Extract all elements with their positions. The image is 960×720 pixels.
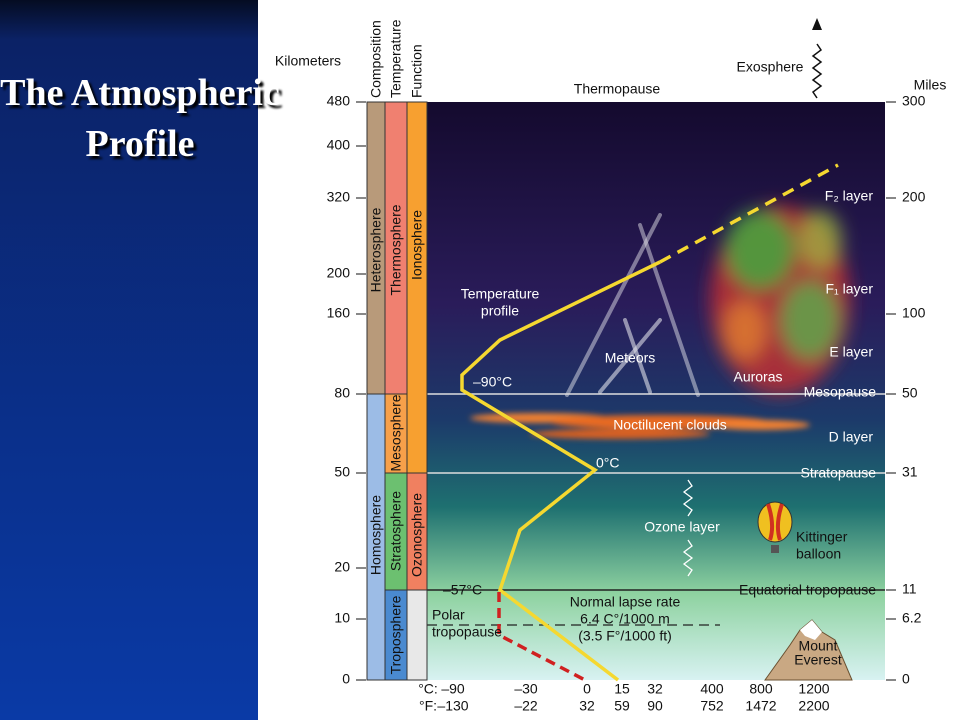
mile-tick-label: 31 bbox=[902, 464, 918, 480]
label: Meteors bbox=[605, 350, 656, 366]
label: tropopause bbox=[432, 624, 502, 640]
layer-label: Troposphere bbox=[388, 595, 404, 674]
layer-label: Ozonosphere bbox=[409, 493, 425, 577]
fahrenheit-tick-label: 32 bbox=[579, 698, 595, 714]
celsius-tick-label: 32 bbox=[647, 681, 663, 697]
label: Mount bbox=[799, 638, 838, 654]
label: Stratopause bbox=[801, 465, 877, 481]
mile-tick-label: 50 bbox=[902, 385, 918, 401]
km-tick-label: 50 bbox=[334, 464, 350, 480]
celsius-tick-label: –30 bbox=[514, 681, 538, 697]
ionosphere-band bbox=[406, 101, 428, 474]
mile-tick-label: 300 bbox=[902, 93, 926, 109]
arrow-head bbox=[812, 18, 822, 30]
label: D layer bbox=[829, 429, 874, 445]
mountain-snow bbox=[800, 620, 822, 640]
layer-label: Ionosphere bbox=[409, 210, 425, 280]
label: F₁ layer bbox=[825, 281, 873, 297]
layer-label: Heterosphere bbox=[368, 207, 384, 292]
label: Noctilucent clouds bbox=[613, 417, 727, 433]
celsius-tick-label: 1200 bbox=[798, 681, 829, 697]
aurora bbox=[710, 205, 850, 395]
label: Everest bbox=[794, 652, 842, 668]
label: Equatorial tropopause bbox=[739, 582, 876, 598]
mile-tick-label: 11 bbox=[902, 581, 917, 597]
label: (3.5 F°/1000 ft) bbox=[578, 628, 672, 644]
fahrenheit-tick-label: 59 bbox=[614, 698, 630, 714]
function-header: Function bbox=[409, 44, 425, 98]
km-tick-label: 160 bbox=[327, 305, 351, 321]
meteors bbox=[565, 213, 700, 397]
mile-tick-label: 6.2 bbox=[902, 610, 922, 626]
label: 6.4 C°/1000 m bbox=[580, 611, 670, 627]
fahrenheit-tick-label: 1472 bbox=[745, 698, 776, 714]
celsius-tick-label: –90 bbox=[441, 681, 465, 697]
slide-title: The Atmospheric Profile bbox=[0, 72, 280, 165]
label: F₂ layer bbox=[825, 188, 874, 204]
fahrenheit-tick-label: –130 bbox=[437, 698, 468, 714]
km-tick-label: 10 bbox=[334, 610, 350, 626]
mile-tick-label: 200 bbox=[902, 189, 926, 205]
fahrenheit-tick-label: 752 bbox=[700, 698, 724, 714]
celsius-tick-label: 15 bbox=[614, 681, 630, 697]
celsius-tick-label: °C: bbox=[418, 681, 438, 697]
label: Auroras bbox=[733, 369, 782, 385]
mile-tick-label: 0 bbox=[902, 671, 910, 687]
layer-label: Mesosphere bbox=[388, 394, 404, 471]
composition-header: Composition bbox=[368, 20, 384, 98]
mile-tick-label: 100 bbox=[902, 305, 926, 321]
km-tick-label: 320 bbox=[327, 189, 351, 205]
temperature-header: Temperature bbox=[388, 19, 404, 98]
label: –90°C bbox=[473, 374, 512, 390]
label: Thermopause bbox=[574, 81, 661, 97]
label: Normal lapse rate bbox=[570, 594, 681, 610]
side-panel: The Atmospheric Profile bbox=[0, 0, 280, 720]
label: balloon bbox=[796, 546, 841, 562]
exosphere-arrow bbox=[811, 43, 823, 99]
kilometers-header: Kilometers bbox=[275, 53, 341, 69]
layer-label: Stratosphere bbox=[388, 491, 404, 571]
balloon bbox=[757, 501, 793, 553]
layer-label: Homosphere bbox=[368, 495, 384, 575]
function-blank bbox=[406, 589, 428, 681]
label: profile bbox=[481, 303, 519, 319]
km-tick-label: 480 bbox=[327, 93, 351, 109]
fahrenheit-tick-label: 2200 bbox=[798, 698, 829, 714]
label: Ozone layer bbox=[644, 519, 720, 535]
label: –57°C bbox=[443, 582, 482, 598]
km-tick-label: 80 bbox=[334, 385, 350, 401]
ozone-arrow bbox=[682, 479, 694, 577]
label: Polar bbox=[432, 607, 465, 623]
km-tick-label: 0 bbox=[342, 671, 350, 687]
label: 0°C bbox=[596, 455, 620, 471]
label: Temperature bbox=[461, 286, 540, 302]
km-tick-label: 20 bbox=[334, 559, 350, 575]
fahrenheit-tick-label: 90 bbox=[647, 698, 663, 714]
celsius-tick-label: 0 bbox=[583, 681, 591, 697]
temperature-profile-extrapolated bbox=[659, 163, 839, 264]
label: Kittinger bbox=[796, 529, 848, 545]
miles-header: Miles bbox=[914, 77, 947, 93]
fahrenheit-tick-label: °F: bbox=[419, 698, 437, 714]
celsius-tick-label: 800 bbox=[749, 681, 773, 697]
layer-label: Thermosphere bbox=[388, 204, 404, 295]
km-tick-label: 200 bbox=[327, 265, 351, 281]
temperature-profile bbox=[460, 260, 661, 682]
km-tick-label: 400 bbox=[327, 137, 351, 153]
label: Exosphere bbox=[737, 59, 804, 75]
label: E layer bbox=[829, 344, 873, 360]
celsius-tick-label: 400 bbox=[700, 681, 724, 697]
fahrenheit-tick-label: –22 bbox=[514, 698, 538, 714]
label: Mesopause bbox=[804, 384, 877, 400]
